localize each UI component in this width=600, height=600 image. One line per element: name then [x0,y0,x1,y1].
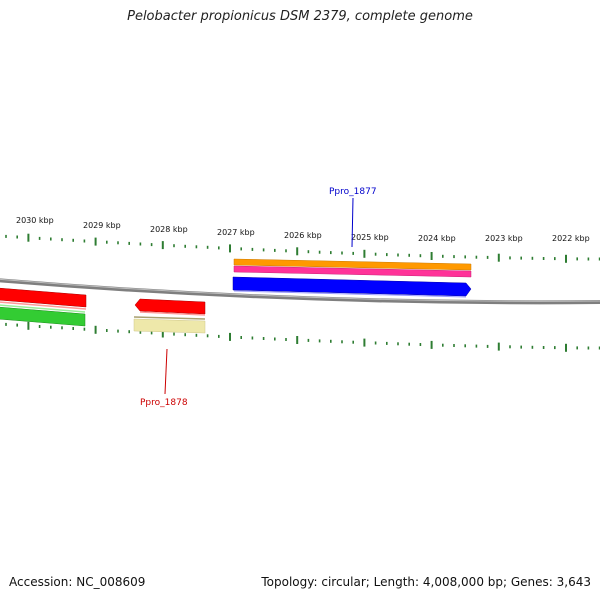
gene-pointer-ppro-1878 [164,348,168,395]
scale-labels: 2030 kbp 2029 kbp 2028 kbp 2027 kbp 2026… [16,216,590,243]
scale-ticks-outer [5,233,600,263]
feature-khaki-top [133,316,206,320]
scale-label: 2029 kbp [83,221,121,230]
feature-red-left-highlight [0,301,87,310]
feature-magenta[interactable] [233,265,472,278]
feature-blue-cds[interactable] [232,276,472,297]
gene-label-ppro-1878[interactable]: Ppro_1878 [140,398,188,408]
feature-khaki[interactable] [133,318,206,334]
feature-red-left[interactable] [0,287,87,308]
scale-label: 2023 kbp [485,234,523,243]
scale-label: 2025 kbp [351,233,389,242]
feature-blue-highlight [233,290,467,298]
genome-backbone [0,278,600,305]
map-title: Pelobacter propionicus DSM 2379, complet… [127,9,473,24]
scale-ticks-inner [5,321,600,352]
scale-label: 2022 kbp [552,234,590,243]
feature-green-left[interactable] [0,306,86,327]
feature-orange[interactable] [233,258,472,271]
gene-pointer-ppro-1877 [351,197,354,248]
scale-label: 2028 kbp [150,225,188,234]
scale-label: 2024 kbp [418,234,456,243]
feature-red-ppro-1878-highlight [139,311,206,316]
gene-label-ppro-1877[interactable]: Ppro_1877 [329,187,377,197]
scale-label: 2026 kbp [284,231,322,240]
feature-green-left-highlight [0,304,86,313]
feature-red-ppro-1878[interactable] [134,298,206,315]
accession-text: Accession: NC_008609 [9,575,146,589]
genome-summary-text: Topology: circular; Length: 4,008,000 bp… [261,575,591,589]
scale-label: 2027 kbp [217,228,255,237]
scale-label: 2030 kbp [16,216,54,225]
genome-backbone-highlight [0,278,600,302]
